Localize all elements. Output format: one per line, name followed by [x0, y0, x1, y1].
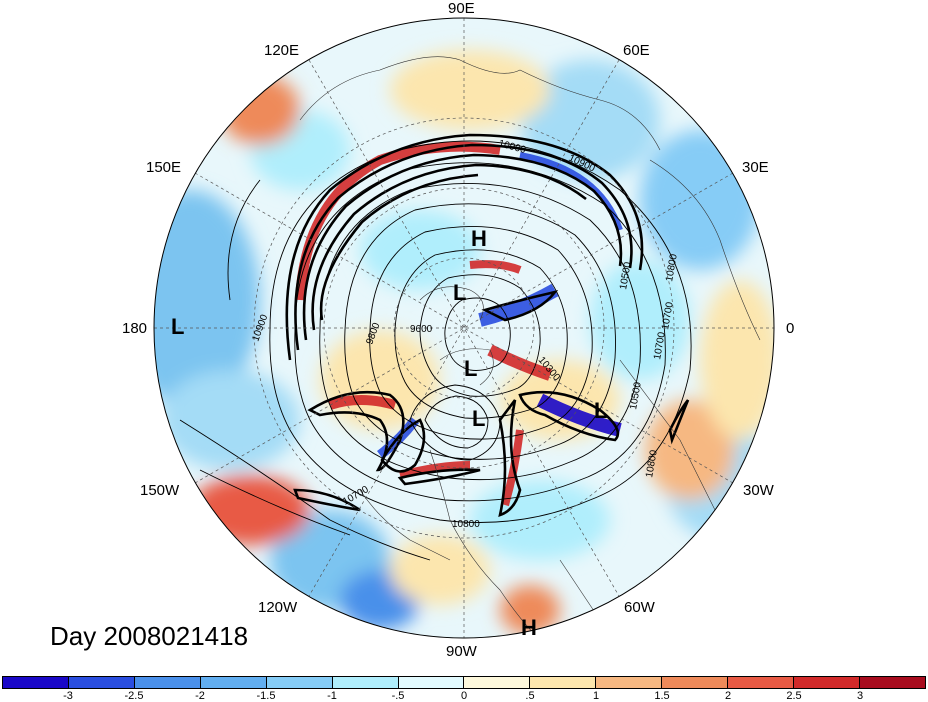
lon-label-30e: 30E [742, 159, 769, 176]
map-boundary [153, 17, 775, 639]
low-center: L [472, 406, 486, 431]
colorbar-tick-label: -1 [327, 690, 337, 702]
contour-label: 10500 [628, 381, 644, 411]
colorbar-swatch [398, 677, 465, 688]
colorbar-swatch [266, 677, 333, 688]
colorbar-swatch [859, 677, 925, 688]
high-center: H [521, 615, 537, 640]
lon-label-150e: 150E [146, 159, 182, 176]
low-center: L [594, 398, 608, 423]
colorbar-swatch [728, 677, 795, 688]
colorbar-swatch [200, 677, 267, 688]
lon-label-120e: 120E [264, 42, 300, 59]
low-center: L [453, 280, 467, 305]
colorbar-swatch [332, 677, 399, 688]
lon-label-60e: 60E [623, 42, 650, 59]
colorbar-tick-label: -3 [63, 690, 73, 702]
anomaly-shading: 10900 10900 10900 10800 10500 9800 9600 … [154, 18, 774, 638]
low-center: L [464, 356, 478, 381]
colorbar-tick-label: -2.5 [124, 690, 144, 702]
contour-label: 10800 [664, 253, 680, 283]
colorbar-swatch [530, 677, 597, 688]
contour-label: 10700 [652, 331, 668, 361]
coastlines [299, 56, 761, 638]
lon-label-90w: 90W [446, 643, 477, 660]
colorbar-swatch [3, 677, 69, 688]
contour-label: 9600 [410, 324, 433, 335]
jet-isotachs [285, 133, 690, 517]
colorbar-tick-label: 1 [592, 690, 600, 702]
colorbar-tick-label: -2 [195, 690, 205, 702]
colorbar-tick-label: .5 [525, 690, 535, 702]
colorbar-swatch [794, 677, 860, 688]
colorbar-tick-label: 3 [856, 690, 864, 702]
lon-label-120w: 120W [258, 599, 298, 616]
colorbar-tick-label: 2 [724, 690, 732, 702]
lon-label-0: 0 [786, 320, 795, 337]
colorbar-swatch [68, 677, 135, 688]
contour-label: 10800 [452, 519, 480, 530]
colorbar-swatch [596, 677, 663, 688]
colorbar-swatch [662, 677, 729, 688]
low-center: L [171, 314, 185, 339]
colorbar-swatch [134, 677, 201, 688]
lon-label-180: 180 [122, 320, 148, 337]
high-center: H [471, 226, 487, 251]
lon-label-30w: 30W [743, 482, 774, 499]
colorbar-tick-label: -.5 [391, 690, 405, 702]
colorbar-tick-label: -1.5 [256, 690, 276, 702]
lon-label-90e: 90E [448, 0, 475, 17]
lon-label-60w: 60W [624, 599, 655, 616]
colorbar-tick-label: 0 [460, 690, 468, 702]
graticule [154, 18, 774, 638]
colorbar-swatch [464, 677, 531, 688]
colorbar [2, 676, 926, 689]
colorbar-tick-label: 1.5 [654, 690, 670, 702]
contour-label: 10800 [644, 449, 660, 479]
contour-label: 10700 [660, 301, 676, 331]
day-label: Day 2008021418 [50, 621, 249, 651]
lon-label-150w: 150W [140, 482, 180, 499]
contour-label: 10500 [618, 261, 634, 291]
colorbar-tick-label: 2.5 [786, 690, 802, 702]
